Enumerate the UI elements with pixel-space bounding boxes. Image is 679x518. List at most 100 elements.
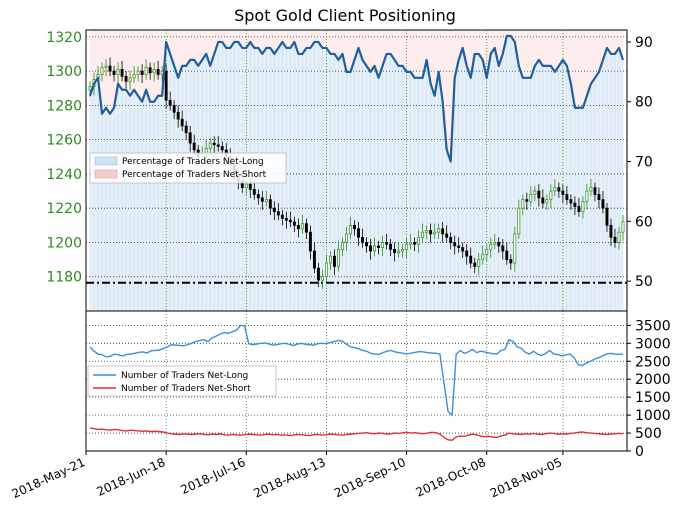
candle-body	[220, 146, 224, 151]
x-tick-label: 2018-Jul-16	[179, 455, 248, 497]
y-tick-right: 70	[635, 155, 653, 171]
candle-body	[449, 236, 453, 243]
candle-body	[144, 67, 148, 75]
candle-body	[148, 67, 152, 74]
y-tick-traders: 500	[635, 426, 662, 442]
y-tick-left: 1260	[46, 133, 82, 149]
candle-body	[288, 219, 292, 223]
candle-body	[389, 243, 393, 250]
candle-body	[477, 259, 481, 267]
candle-body	[525, 199, 529, 202]
candle-body	[108, 65, 112, 72]
candle-body	[613, 236, 617, 243]
candle-body	[561, 190, 565, 195]
candle-body	[509, 259, 513, 264]
candle-body	[501, 245, 505, 252]
candle-body	[469, 255, 473, 264]
candle-body	[429, 230, 433, 235]
y-tick-left: 1180	[46, 270, 82, 286]
y-tick-traders: 2500	[635, 354, 671, 370]
candle-body	[316, 267, 320, 281]
legend-label-net-short: Percentage of Traders Net-Short	[122, 170, 267, 180]
legend-label-net-long: Percentage of Traders Net-Long	[122, 157, 264, 167]
candle-body	[549, 190, 553, 200]
y-tick-traders: 3500	[635, 318, 671, 334]
candle-body	[192, 142, 196, 151]
candle-body	[601, 199, 605, 209]
candle-body	[337, 248, 340, 267]
candle-body	[605, 207, 609, 226]
candle-body	[365, 242, 368, 247]
candle-body	[345, 233, 348, 243]
candle-body	[304, 223, 308, 233]
candle-body	[541, 197, 545, 204]
net-long-percentage-line	[88, 34, 625, 163]
candle-body	[280, 214, 284, 219]
y-tick-left: 1200	[46, 235, 82, 251]
candle-body	[437, 228, 441, 233]
candle-body	[581, 200, 585, 212]
candle-body	[421, 231, 425, 238]
candle-body	[573, 202, 577, 207]
y-tick-traders: 1000	[635, 408, 671, 424]
candle-body	[256, 194, 260, 199]
candle-body	[188, 132, 192, 144]
candle-body	[617, 231, 621, 243]
candle-body	[88, 86, 92, 91]
candle-body	[521, 199, 525, 209]
candle-body	[204, 147, 208, 154]
y-tick-right: 90	[635, 35, 653, 51]
candle-body	[409, 242, 413, 245]
candle-body	[156, 69, 160, 75]
candle-body	[164, 70, 168, 101]
candle-body	[377, 245, 380, 248]
y-tick-traders: 1500	[635, 390, 671, 406]
candle-body	[208, 142, 212, 149]
traders-net-short-line	[89, 427, 624, 441]
candle-body	[300, 223, 304, 230]
y-tick-right: 60	[635, 214, 653, 230]
candle-body	[353, 224, 356, 230]
candle-body	[481, 254, 485, 260]
candle-body	[433, 231, 437, 235]
candle-body	[176, 111, 180, 120]
candle-body	[268, 199, 272, 209]
candle-body	[453, 242, 457, 247]
candle-body	[489, 243, 493, 250]
candle-body	[457, 245, 461, 248]
candle-body	[485, 248, 489, 255]
x-tick-label: 2018-Aug-13	[251, 455, 327, 501]
candle-body	[132, 74, 136, 79]
candle-body	[497, 242, 501, 247]
candle-body	[324, 262, 328, 278]
y-tick-right: 50	[635, 274, 653, 290]
candle-body	[349, 224, 352, 235]
candle-body	[361, 236, 364, 243]
candle-body	[312, 250, 316, 269]
candle-body	[116, 69, 120, 75]
candle-body	[124, 75, 128, 82]
candle-body	[216, 144, 220, 147]
legend-box	[89, 152, 287, 184]
x-tick-label: 2018-Jun-18	[95, 455, 168, 499]
candle-body	[533, 190, 537, 195]
candle-body	[537, 190, 541, 199]
legend-box	[87, 365, 277, 397]
traders-legend: Number of Traders Net-Long Number of Tra…	[87, 365, 277, 397]
date-axis: 2018-May-21 2018-Jun-18 2018-Jul-16 2018-Au…	[10, 451, 564, 501]
candle-body	[320, 276, 324, 281]
candle-body	[296, 224, 300, 230]
y-tick-left: 1320	[46, 30, 82, 46]
candle-body	[264, 199, 268, 202]
candle-body	[292, 221, 296, 226]
candle-body	[180, 118, 184, 127]
x-tick-label: 2018-Sep-10	[332, 455, 408, 500]
candle-body	[184, 125, 188, 134]
legend-label-traders-short: Number of Traders Net-Short	[121, 384, 251, 394]
candle-body	[517, 207, 521, 235]
candle-body	[569, 199, 573, 204]
candle-body	[505, 250, 509, 260]
candle-body	[128, 77, 132, 82]
candle-body	[565, 194, 569, 200]
